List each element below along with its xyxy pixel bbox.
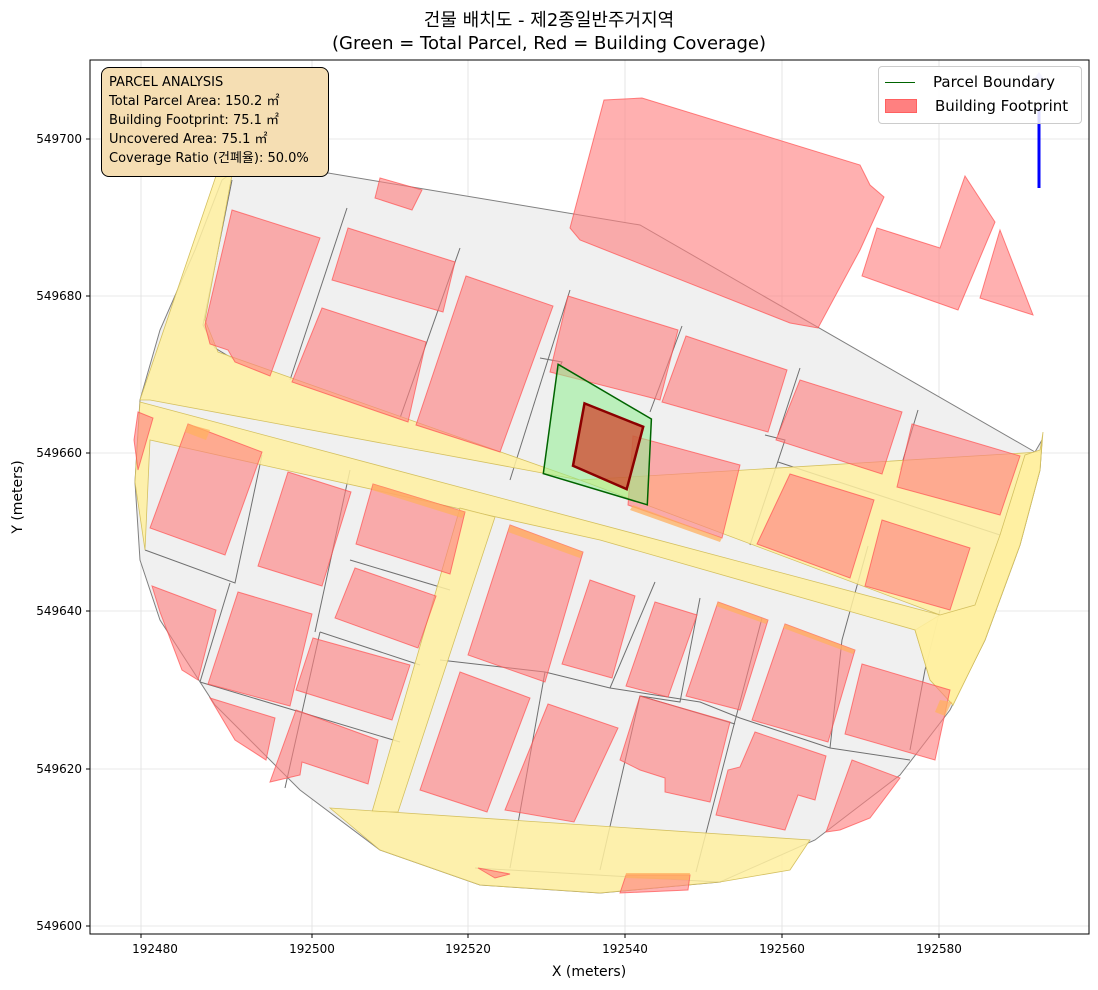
y-tick-label: 549600 [36, 919, 82, 933]
y-axis-label: Y (meters) [10, 460, 26, 534]
building [419, 671, 531, 813]
building [467, 524, 584, 683]
building [896, 423, 1021, 516]
building [619, 695, 731, 803]
building [269, 709, 379, 785]
overlap [783, 624, 855, 654]
building [756, 473, 875, 579]
analysis-heading: PARCEL ANALYSIS [109, 75, 224, 90]
lot-line [777, 367, 801, 436]
building-patch-swatch [885, 99, 917, 113]
x-tick-label: 192580 [916, 942, 962, 956]
target-building-footprint [571, 401, 645, 491]
legend-item-building: Building Footprint [885, 95, 1068, 117]
x-tick-label: 192540 [602, 942, 648, 956]
x-tick-label: 192500 [289, 942, 335, 956]
y-tick-label: 549640 [36, 604, 82, 618]
building [257, 471, 352, 587]
lot-line [199, 582, 231, 683]
building [151, 585, 217, 681]
building [751, 623, 856, 743]
legend-parcel-label: Parcel Boundary [933, 73, 1056, 91]
building [133, 411, 154, 471]
lot-line [609, 581, 656, 689]
x-tick-label: 192560 [759, 942, 805, 956]
road-building-overlaps [185, 424, 952, 880]
legend-item-parcel: Parcel Boundary [885, 71, 1055, 93]
road-main-band [134, 401, 1043, 706]
overlap [625, 873, 690, 880]
chart-title-line1: 건물 배치도 - 제2종일반주거지역 [423, 10, 675, 31]
building [825, 759, 901, 833]
y-tick-label: 549660 [36, 446, 82, 460]
x-axis-label: X (meters) [552, 964, 626, 980]
analysis-uncovered: Uncovered Area: 75.1 ㎡ [109, 132, 268, 147]
lot-line [349, 559, 451, 591]
building [477, 867, 511, 879]
building [775, 379, 903, 475]
building [549, 295, 679, 401]
building [661, 335, 788, 433]
building [415, 275, 554, 453]
y-tick-label: 549680 [36, 289, 82, 303]
road-north-south [371, 507, 496, 813]
y-tick-label: 549700 [36, 132, 82, 146]
building [504, 703, 619, 823]
analysis-coverage-ratio: Coverage Ratio (건폐율): 50.0% [109, 151, 309, 166]
legend-building-label: Building Footprint [935, 97, 1069, 115]
axes-frame [89, 59, 1090, 935]
building [861, 174, 996, 311]
building [295, 637, 411, 721]
building [331, 227, 456, 313]
building [864, 519, 971, 611]
building [625, 601, 698, 698]
x-tick-label: 192480 [132, 942, 178, 956]
lot-line [289, 207, 348, 381]
parcel-line-swatch [885, 81, 915, 83]
lot-line [509, 289, 571, 481]
building [207, 591, 313, 707]
parcel-analysis-box: PARCEL ANALYSIS Total Parcel Area: 150.2… [101, 67, 329, 177]
building [844, 663, 951, 761]
overlap [372, 484, 465, 518]
overlap [185, 424, 210, 440]
analysis-total-parcel: Total Parcel Area: 150.2 ㎡ [109, 94, 280, 109]
building [561, 579, 636, 679]
overlap [508, 525, 583, 558]
building [979, 228, 1034, 316]
lot-line [319, 631, 421, 666]
building [715, 731, 827, 831]
overlap [630, 505, 722, 542]
building [374, 177, 423, 211]
building [149, 423, 263, 556]
x-tick-label: 192520 [445, 942, 491, 956]
analysis-footprint: Building Footprint: 75.1 ㎡ [109, 113, 280, 128]
building-footprints [133, 97, 1034, 894]
lot-line [829, 747, 911, 761]
road-network [134, 169, 1044, 894]
y-tick-label: 549620 [36, 762, 82, 776]
building [334, 567, 437, 649]
building-large [569, 97, 885, 329]
legend: Parcel Boundary Building Footprint [878, 66, 1082, 124]
lot-line [144, 454, 263, 584]
building [208, 697, 276, 761]
tick-marks [86, 138, 940, 938]
chart-title-line2: (Green = Total Parcel, Red = Building Co… [331, 33, 767, 54]
overlap [935, 700, 952, 716]
lot-line [599, 597, 701, 871]
building [291, 307, 427, 423]
overlap [716, 602, 768, 624]
building [204, 209, 321, 377]
